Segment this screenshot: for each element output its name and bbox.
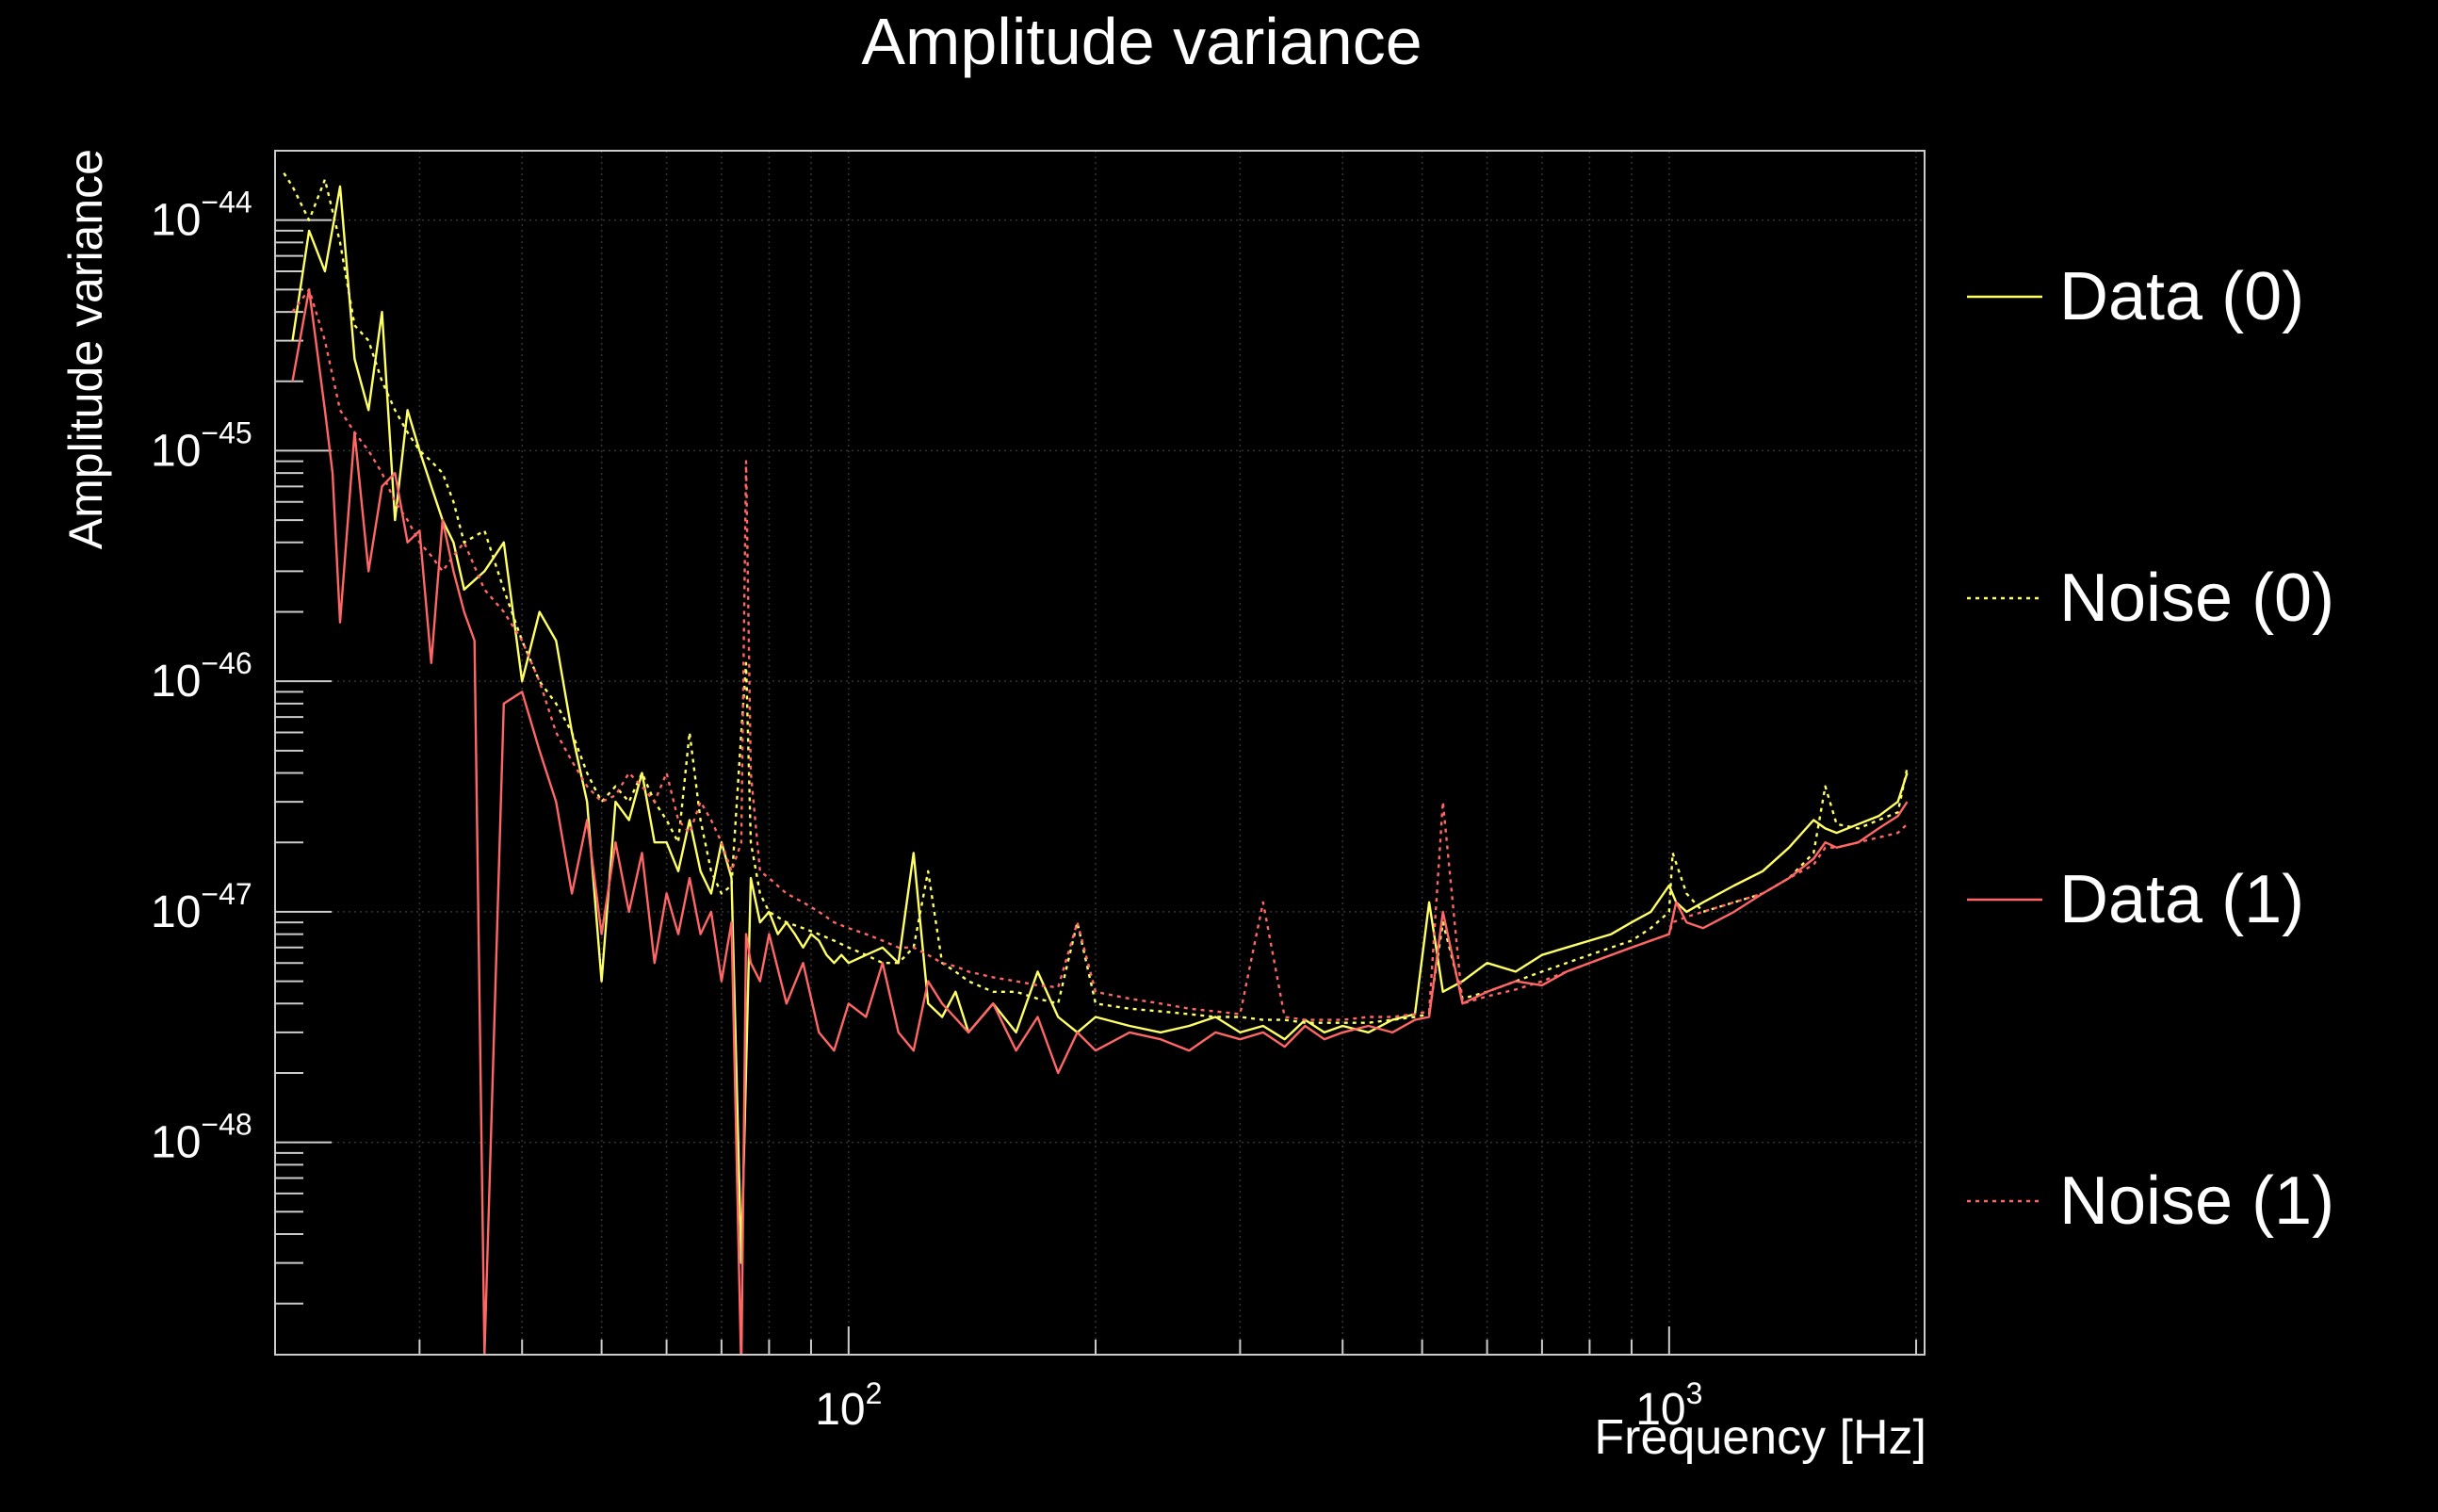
x-tick-label: 103 [1635, 1376, 1702, 1435]
plot-frame [274, 150, 1926, 1356]
y-tick-label: 10−45 [151, 415, 252, 476]
tick-label-layer: 102 103 10−44 10−45 10−46 10−47 10−48 [151, 186, 1702, 1435]
series-line-data-1 [291, 288, 1909, 1355]
legend-label: Data (0) [2059, 259, 2304, 334]
y-tick-label: 10−44 [151, 186, 252, 246]
chart-title: Amplitude variance [861, 5, 1422, 78]
y-axis-label: Amplitude variance [59, 149, 112, 549]
tick-layer [274, 150, 1918, 1355]
x-axis-label: Frequency [Hz] [1594, 1410, 1926, 1465]
x-tick-label: 102 [815, 1376, 882, 1435]
series-layer [283, 172, 1909, 1355]
series-line-noise-1 [291, 288, 1909, 1021]
y-tick-label: 10−46 [151, 646, 252, 707]
series-line-noise-0 [283, 172, 1909, 1024]
legend-label: Data (1) [2059, 862, 2304, 937]
y-tick-label: 10−48 [151, 1108, 252, 1168]
legend-label: Noise (0) [2059, 561, 2334, 636]
legend-label: Noise (1) [2059, 1163, 2334, 1239]
y-tick-label: 10−47 [151, 877, 252, 937]
legend: Data (0) Noise (0) Data (1) Noise (1) [1967, 259, 2334, 1239]
